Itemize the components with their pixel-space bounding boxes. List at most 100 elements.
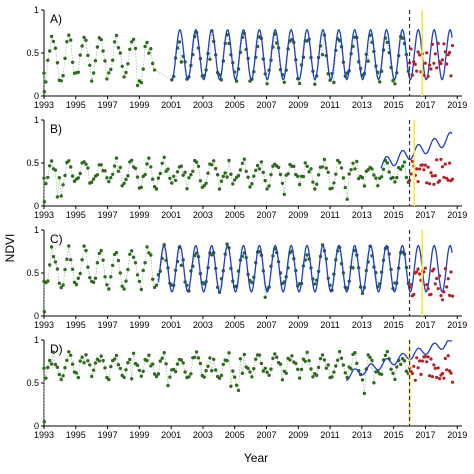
- forecast-point: [409, 172, 413, 176]
- observed-point: [111, 58, 115, 62]
- x-tick-label: 2013: [352, 320, 372, 330]
- observed-point: [324, 166, 328, 170]
- forecast-point: [420, 359, 424, 363]
- observed-point: [349, 367, 353, 371]
- observed-point: [263, 366, 267, 370]
- observed-point: [330, 186, 334, 190]
- observed-point: [116, 363, 121, 367]
- forecast-point: [446, 277, 450, 281]
- observed-point: [158, 359, 162, 363]
- forecast-point: [443, 356, 447, 361]
- observed-point: [53, 260, 58, 264]
- forecast-point: [418, 167, 422, 171]
- observed-point: [86, 359, 90, 363]
- observed-point: [206, 171, 210, 175]
- observed-point: [248, 370, 252, 374]
- forecast-point: [440, 298, 445, 302]
- observed-point: [225, 359, 229, 363]
- observed-point: [107, 71, 111, 75]
- y-tick-label: 0.5: [26, 158, 39, 168]
- observed-point: [204, 369, 208, 373]
- observed-point: [393, 82, 397, 86]
- observed-point: [122, 287, 126, 291]
- observed-point: [112, 164, 117, 168]
- observed-point: [187, 375, 191, 379]
- y-tick-label: 1: [34, 335, 39, 345]
- observed-point: [198, 361, 203, 366]
- observed-point: [109, 275, 113, 279]
- observed-point: [151, 177, 155, 181]
- observed-point: [90, 180, 94, 184]
- observed-point: [59, 79, 63, 83]
- x-tick-label: 2005: [225, 210, 245, 220]
- observed-point: [48, 49, 52, 53]
- observed-point: [175, 362, 180, 366]
- x-tick-label: 1995: [66, 210, 86, 220]
- x-axis-label: Year: [244, 451, 268, 465]
- observed-point: [202, 184, 206, 188]
- observed-point: [152, 372, 157, 376]
- observed-point: [84, 248, 88, 253]
- observed-point: [126, 361, 130, 365]
- observed-point: [149, 47, 153, 51]
- observed-point: [229, 384, 233, 388]
- observed-point: [53, 46, 58, 50]
- x-tick-label: 2019: [447, 210, 467, 220]
- forecast-point: [436, 366, 440, 370]
- observed-point: [109, 67, 113, 72]
- x-tick-label: 1997: [98, 320, 118, 330]
- observed-point: [376, 369, 380, 374]
- observed-point: [101, 258, 105, 262]
- observed-point: [379, 372, 384, 376]
- observed-point: [257, 250, 262, 254]
- observed-point: [265, 370, 269, 374]
- forecast-point: [410, 371, 414, 375]
- observed-point: [99, 248, 103, 253]
- observed-point: [316, 365, 321, 370]
- panels: 0 0.5 1 1993 1995 1997 1999 2001 2003 2005 2007 200…: [26, 5, 467, 440]
- observed-point: [82, 35, 86, 40]
- observed-point: [322, 358, 327, 362]
- observed-point: [78, 271, 82, 276]
- x-tick-label: 1993: [34, 210, 54, 220]
- x-tick-label: 2019: [447, 320, 467, 330]
- observed-point: [240, 371, 245, 375]
- observed-point: [225, 175, 229, 179]
- observed-point: [276, 165, 281, 170]
- y-tick-label: 0.5: [26, 378, 39, 388]
- observed-point: [395, 365, 399, 369]
- observed-point: [124, 368, 128, 372]
- observed-point: [221, 174, 225, 178]
- x-tick-label: 2019: [447, 100, 467, 110]
- observed-point: [90, 374, 94, 379]
- forecast-point: [442, 42, 446, 46]
- y-axis-label: NDVI: [3, 234, 17, 263]
- observed-point: [391, 371, 395, 375]
- observed-point: [206, 364, 210, 368]
- observed-point: [151, 61, 155, 66]
- observed-point: [135, 363, 140, 367]
- observed-point: [259, 160, 264, 164]
- observed-point: [164, 362, 168, 366]
- observed-point: [236, 388, 241, 393]
- panel-label: A): [50, 12, 62, 26]
- observed-point: [149, 253, 153, 257]
- observed-point: [318, 356, 323, 361]
- observed-point: [107, 287, 111, 291]
- observed-point: [67, 33, 71, 37]
- forecast-point: [442, 175, 446, 179]
- forecast-point: [446, 354, 450, 358]
- observed-point: [381, 167, 386, 171]
- x-tick-label: 1999: [129, 320, 149, 330]
- forecast-point: [435, 158, 439, 162]
- observed-point: [179, 164, 183, 168]
- forecast-point: [426, 287, 430, 291]
- observed-point: [248, 185, 252, 189]
- observed-point: [126, 267, 130, 272]
- observed-point: [97, 359, 102, 363]
- observed-point: [347, 172, 351, 176]
- observed-point: [177, 40, 182, 44]
- forecast-point: [449, 74, 453, 78]
- observed-point: [267, 184, 271, 188]
- forecast-point: [445, 368, 449, 372]
